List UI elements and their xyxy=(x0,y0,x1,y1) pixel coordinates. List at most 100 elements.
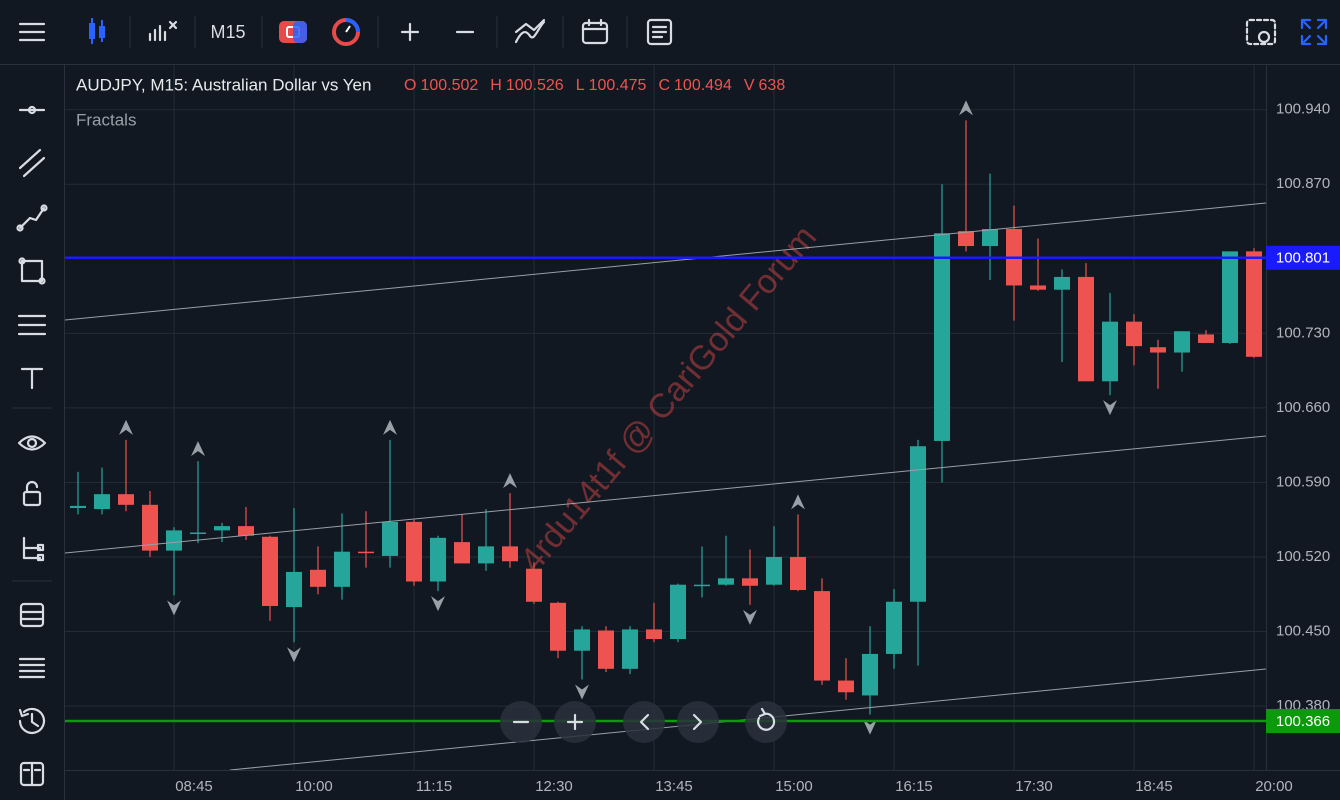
list-tool[interactable] xyxy=(18,657,46,679)
candle-body xyxy=(670,584,686,640)
y-tick-label: 100.940 xyxy=(1276,101,1330,118)
fullscreen-button[interactable] xyxy=(1300,18,1328,46)
fractal-up xyxy=(791,494,805,510)
candle-body xyxy=(214,526,230,531)
candle-body xyxy=(142,504,158,551)
objects-tree-tool[interactable] xyxy=(22,536,45,562)
price-badge-label: 100.801 xyxy=(1276,250,1330,267)
candle-body xyxy=(1246,251,1262,357)
candle-body xyxy=(958,231,974,247)
ohlc-value: 100.494 xyxy=(674,77,732,94)
candle-body xyxy=(118,494,134,505)
chart-title: AUDJPY, M15: Australian Dollar vs Yen xyxy=(76,75,371,94)
candle-body xyxy=(70,505,86,509)
candle-body xyxy=(982,229,998,247)
candle-body xyxy=(694,584,710,587)
x-tick-label: 18:45 xyxy=(1135,778,1173,795)
candle-body xyxy=(310,569,326,587)
candle-body xyxy=(238,526,254,536)
y-tick-label: 100.520 xyxy=(1276,548,1330,565)
candle-body xyxy=(1078,276,1094,382)
x-tick-label: 12:30 xyxy=(535,778,573,795)
price-badge xyxy=(1266,709,1340,734)
candle-body xyxy=(838,680,854,693)
fractal-down xyxy=(167,600,181,616)
indicator-label: Fractals xyxy=(76,110,136,129)
y-tick-label: 100.590 xyxy=(1276,473,1330,490)
text-tool[interactable] xyxy=(20,367,44,390)
candle-body xyxy=(430,537,446,582)
calendar-button[interactable] xyxy=(581,18,609,45)
fractal-up xyxy=(383,419,397,435)
ohlc-value: 638 xyxy=(759,77,786,94)
nav-zoom-in[interactable] xyxy=(554,701,596,743)
candle-body xyxy=(790,557,806,591)
ohlc-label: V xyxy=(744,77,755,94)
crosshair-tool[interactable] xyxy=(18,105,46,115)
watchlist-tool[interactable] xyxy=(19,602,45,628)
candle-body xyxy=(646,629,662,640)
x-tick-label: 16:15 xyxy=(895,778,933,795)
objects-button[interactable] xyxy=(514,18,546,44)
candle-body xyxy=(862,653,878,696)
candle-body xyxy=(1126,321,1142,347)
ohlc-label: L xyxy=(576,77,585,94)
candle-body xyxy=(94,494,110,510)
overlay xyxy=(65,256,1266,723)
candle-body xyxy=(910,446,926,602)
candle-body xyxy=(262,536,278,606)
news-button[interactable] xyxy=(646,18,673,46)
zoom-in-button[interactable] xyxy=(400,22,420,42)
screenshot-button[interactable] xyxy=(1245,18,1277,46)
hide-tool[interactable] xyxy=(17,435,47,451)
x-tick-label: 08:45 xyxy=(175,778,213,795)
candle-body xyxy=(382,521,398,556)
candle-body xyxy=(166,530,182,551)
candle-body xyxy=(598,630,614,669)
candle-body xyxy=(334,551,350,587)
candle-body xyxy=(1102,321,1118,382)
ohlc-value: 100.475 xyxy=(589,77,647,94)
nav-reset[interactable] xyxy=(745,701,787,743)
nav-zoom-out[interactable] xyxy=(500,701,542,743)
trend-line xyxy=(64,202,1267,321)
candle-body xyxy=(1174,331,1190,353)
fractal-down xyxy=(575,684,589,700)
lock-tool[interactable] xyxy=(22,480,42,507)
price-badge xyxy=(1266,245,1340,270)
nav-back[interactable] xyxy=(623,701,665,743)
ohlc-legend: O 100.502 H 100.526 L 100.475 C 100.494 V 638 xyxy=(404,77,785,94)
polyline-tool[interactable] xyxy=(16,204,48,232)
x-tick-label: 13:45 xyxy=(655,778,693,795)
candle-body xyxy=(454,542,470,564)
chart-type-button[interactable] xyxy=(89,18,105,44)
ohlc-value: 100.502 xyxy=(420,77,478,94)
fractal-up xyxy=(503,473,517,489)
x-tick-label: 17:30 xyxy=(1015,778,1053,795)
history-tool[interactable] xyxy=(18,707,46,734)
candle-body xyxy=(622,629,638,669)
indicators-button[interactable] xyxy=(148,20,178,42)
toolbar-separators xyxy=(129,16,628,48)
fractal-down xyxy=(863,719,877,735)
market-button[interactable] xyxy=(332,18,360,46)
shape-tool[interactable] xyxy=(18,257,46,285)
price-badge-label: 100.366 xyxy=(1276,713,1330,730)
trendline-tool[interactable] xyxy=(18,148,46,178)
candle-body xyxy=(742,578,758,586)
journal-tool[interactable] xyxy=(19,761,45,787)
nav-forward[interactable] xyxy=(677,701,719,743)
left-toolbar xyxy=(0,64,64,800)
fractal-up xyxy=(191,441,205,457)
candle-body xyxy=(406,521,422,582)
trade-button[interactable] xyxy=(279,21,307,43)
candle-body xyxy=(286,571,302,608)
candle-body xyxy=(886,601,902,654)
candle-body xyxy=(1030,285,1046,290)
fib-tool[interactable] xyxy=(17,314,47,336)
menu-button[interactable] xyxy=(18,22,46,42)
y-tick-label: 100.730 xyxy=(1276,324,1330,341)
timeframe-button[interactable]: M15 xyxy=(210,22,245,42)
